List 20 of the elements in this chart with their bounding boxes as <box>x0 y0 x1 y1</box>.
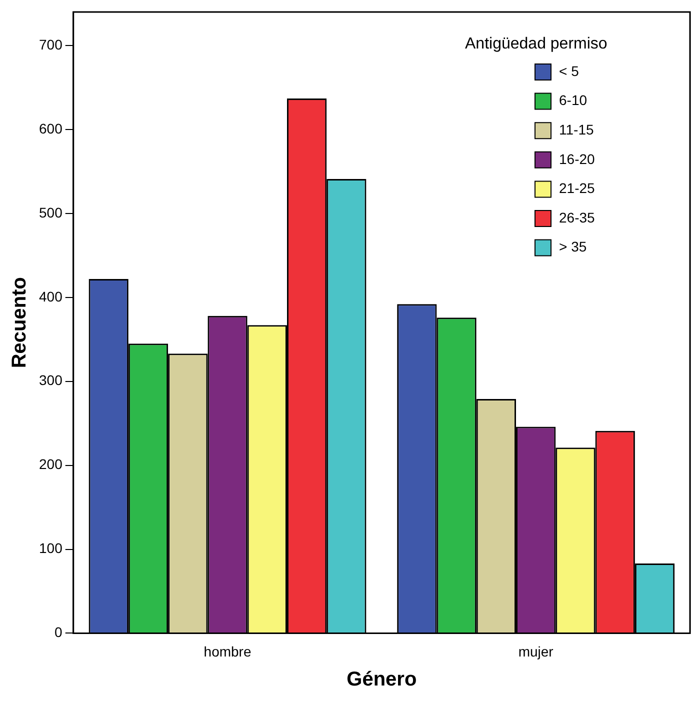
y-tick-label: 700 <box>39 36 63 52</box>
legend-title: Antigüedad permiso <box>465 35 608 52</box>
legend-label: 6-10 <box>559 92 588 108</box>
y-tick-label: 400 <box>39 288 63 304</box>
y-tick-label: 500 <box>39 204 63 220</box>
y-tick-label: 600 <box>39 120 63 136</box>
x-tick-label: hombre <box>204 643 252 660</box>
legend-label: > 35 <box>559 238 587 255</box>
legend-label: 21-25 <box>559 180 596 196</box>
y-tick-label: 300 <box>39 372 63 388</box>
y-tick-label: 100 <box>39 540 63 556</box>
x-tick-label: mujer <box>518 643 554 660</box>
legend-label: < 5 <box>559 62 580 79</box>
y-tick-label: 0 <box>54 624 63 640</box>
legend-label: 26-35 <box>559 209 596 226</box>
legend-label: 16-20 <box>559 150 596 167</box>
legend-label: 11-15 <box>559 121 594 138</box>
y-axis-title: Recuento <box>8 277 31 368</box>
y-tick-label: 200 <box>39 456 63 472</box>
x-axis-title: Género <box>346 668 417 691</box>
